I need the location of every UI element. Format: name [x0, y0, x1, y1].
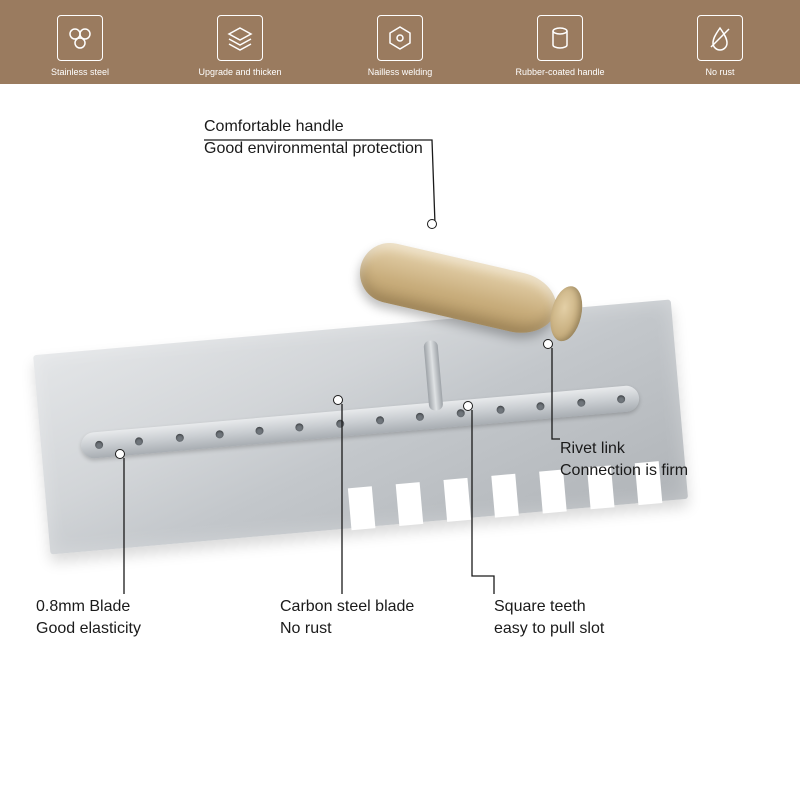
callout-marker	[543, 339, 553, 349]
cylinder-icon	[537, 15, 583, 61]
callout-blade: 0.8mm Blade Good elasticity	[36, 596, 141, 639]
callout-rivet: Rivet link Connection is firm	[560, 438, 688, 481]
callout-marker	[427, 219, 437, 229]
callout-title: Comfortable handle	[204, 116, 423, 138]
callout-title: Square teeth	[494, 596, 604, 618]
steel-icon	[57, 15, 103, 61]
feature-label: Rubber-coated handle	[515, 67, 604, 77]
callout-sub: Connection is firm	[560, 460, 688, 482]
feature-bar: Stainless steel Upgrade and thicken Nail…	[0, 0, 800, 84]
callout-title: Rivet link	[560, 438, 688, 460]
feature-norust: No rust	[640, 15, 800, 77]
callout-carbon: Carbon steel blade No rust	[280, 596, 414, 639]
feature-label: Nailless welding	[368, 67, 433, 77]
feature-label: Upgrade and thicken	[198, 67, 281, 77]
trowel-illustration	[27, 224, 763, 615]
product-canvas: Comfortable handle Good environmental pr…	[0, 84, 800, 800]
callout-teeth: Square teeth easy to pull slot	[494, 596, 604, 639]
callout-sub: Good environmental protection	[204, 138, 423, 160]
callout-handle: Comfortable handle Good environmental pr…	[204, 116, 423, 159]
callout-sub: easy to pull slot	[494, 618, 604, 640]
feature-stainless: Stainless steel	[0, 15, 160, 77]
callout-marker	[333, 395, 343, 405]
callout-marker	[463, 401, 473, 411]
droplet-icon	[697, 15, 743, 61]
callout-title: 0.8mm Blade	[36, 596, 141, 618]
hex-icon	[377, 15, 423, 61]
callout-marker	[115, 449, 125, 459]
callout-sub: Good elasticity	[36, 618, 141, 640]
feature-welding: Nailless welding	[320, 15, 480, 77]
layers-icon	[217, 15, 263, 61]
feature-thicken: Upgrade and thicken	[160, 15, 320, 77]
feature-label: Stainless steel	[51, 67, 109, 77]
callout-title: Carbon steel blade	[280, 596, 414, 618]
feature-label: No rust	[705, 67, 734, 77]
callout-sub: No rust	[280, 618, 414, 640]
feature-handle: Rubber-coated handle	[480, 15, 640, 77]
